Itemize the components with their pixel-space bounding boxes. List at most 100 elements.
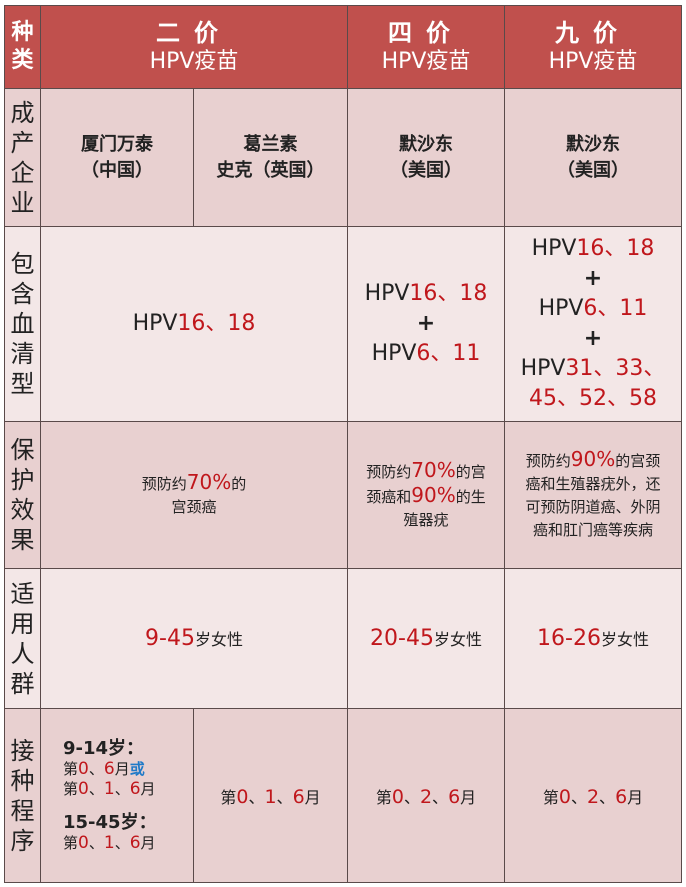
text-line: 预防约90%的宫颈	[509, 448, 677, 473]
text-segment: 、	[114, 833, 130, 852]
row-label: 成产企业	[10, 98, 35, 217]
text-segment: HPV	[364, 281, 410, 306]
highlight-text: 6	[615, 785, 628, 808]
text-segment: 月	[627, 787, 644, 807]
text-segment: 预防约	[525, 452, 571, 470]
row-label: 保护效果	[10, 436, 35, 554]
text-line: 癌和肛门癌等疾病	[509, 519, 677, 542]
text-segment: 殖器疣	[403, 510, 449, 529]
company-name: 厦门万泰	[81, 133, 153, 155]
highlight-text: 1	[103, 832, 115, 853]
serotype-label-cell: 包含血清型	[4, 226, 41, 422]
company-name: 默沙东	[399, 133, 453, 155]
text-segment: 、	[114, 779, 130, 798]
text-segment: +	[583, 266, 603, 291]
text-segment: HPV	[132, 311, 178, 336]
age-cell: 9-45岁女性	[40, 568, 348, 709]
text-segment: 、	[88, 833, 104, 852]
header-row-label: 种类	[4, 5, 41, 89]
highlight-text: 0	[78, 832, 89, 853]
effect-row: 保护效果 预防约70%的 宫颈癌 预防约70%的宫 颈癌和90%的生 殖器疣 预防约9…	[4, 421, 682, 569]
text-segment: 第	[63, 759, 79, 778]
row-label: 包含血清型	[10, 250, 35, 398]
text-line: 预防约70%的	[45, 471, 343, 496]
effect-cell: 预防约70%的 宫颈癌	[40, 421, 348, 569]
highlight-text: 16、18	[409, 281, 488, 306]
text-segment: 的宫	[455, 462, 486, 481]
text-segment: 预防约	[366, 462, 412, 481]
header-title: 九价	[555, 19, 631, 47]
text-segment: 癌和肛门癌等疾病	[532, 521, 653, 539]
company-country: （美国）	[557, 159, 629, 181]
text-line: 16-26岁女性	[505, 626, 681, 651]
text-line: +	[505, 324, 681, 354]
highlight-text: 0	[78, 778, 89, 799]
text-segment: 月	[460, 787, 477, 807]
text-segment: 第	[63, 833, 79, 852]
highlight-text: 31、33、	[565, 356, 666, 381]
text-line: HPV6、11	[348, 339, 504, 369]
header-bivalent: 二价 HPV疫苗	[40, 5, 348, 89]
text-line: HPV16、18	[41, 309, 347, 339]
text-segment: +	[416, 311, 436, 336]
age-cell: 16-26岁女性	[504, 568, 682, 709]
highlight-text: 6	[103, 758, 115, 779]
text-line: 预防约70%的宫	[352, 457, 500, 484]
highlight-text: 90%	[411, 482, 456, 507]
highlight-text: 16、18	[177, 311, 256, 336]
highlight-text: 6	[292, 785, 305, 808]
text-segment: 月	[140, 779, 156, 798]
highlight-text: 0	[558, 785, 571, 808]
row-label: 种类	[11, 20, 34, 73]
effect-cell: 预防约90%的宫颈 癌和生殖器疣外，还可预防阴道癌、外阴 癌和肛门癌等疾病	[504, 421, 682, 569]
text-segment: 第	[63, 779, 79, 798]
text-segment: 可预防阴道癌、外阴	[525, 498, 661, 516]
hpv-vaccine-comparison-table: 种类 二价 HPV疫苗 四价 HPV疫苗 九价 HPV疫苗 成产企业 厦门万泰 （…	[4, 5, 682, 883]
text-segment: 第	[375, 787, 392, 807]
text-segment: HPV	[371, 341, 417, 366]
age-cell: 20-45岁女性	[347, 568, 505, 709]
text-segment: 第	[220, 787, 237, 807]
text-line: HPV6、11	[505, 294, 681, 324]
row-label: 接种程序	[10, 736, 35, 855]
row-label: 适用人群	[10, 579, 35, 698]
header-subtitle: HPV疫苗	[381, 49, 471, 74]
header-title: 二价	[156, 19, 232, 47]
text-line: HPV16、18	[505, 234, 681, 264]
text-line: +	[348, 309, 504, 339]
text-segment: 的生	[455, 487, 486, 506]
schedule-cell: 第0、2、6月	[347, 708, 505, 883]
text-segment: 岁女性	[433, 630, 482, 649]
company-cell: 默沙东 （美国）	[347, 88, 505, 227]
highlight-text: 0	[236, 785, 249, 808]
highlight-text: 16-26	[537, 626, 601, 651]
text-line: 癌和生殖器疣外，还	[509, 473, 677, 496]
text-segment: 岁女性	[600, 630, 649, 649]
spacer	[63, 799, 193, 813]
text-line: 9-45岁女性	[41, 626, 347, 651]
company-country: 史克（英国）	[216, 159, 325, 181]
highlight-text: 0	[391, 785, 404, 808]
text-segment: 第	[542, 787, 559, 807]
highlight-text: 6	[448, 785, 461, 808]
text-segment: HPV	[538, 296, 584, 321]
text-segment: 岁女性	[194, 630, 243, 649]
highlight-text: 70%	[186, 470, 232, 494]
text-segment: 、	[248, 787, 265, 807]
highlight-text: 70%	[411, 457, 456, 482]
text-line: HPV16、18	[348, 279, 504, 309]
text-segment: 15-45岁：	[63, 811, 157, 833]
text-line: 第0、2、6月	[505, 784, 681, 808]
header-nonavalent: 九价 HPV疫苗	[504, 5, 682, 89]
header-quadrivalent: 四价 HPV疫苗	[347, 5, 505, 89]
text-segment: HPV	[531, 236, 577, 261]
highlight-text: 0	[78, 758, 89, 779]
text-segment: 预防约	[141, 475, 187, 493]
highlight-text: 90%	[570, 447, 616, 471]
text-line: 15-45岁：	[63, 811, 193, 833]
highlight-text: 16、18	[576, 236, 655, 261]
company-name: 默沙东	[566, 133, 620, 155]
text-segment: 、	[570, 787, 587, 807]
header-title: 四价	[388, 19, 464, 47]
company-country: （美国）	[390, 159, 462, 181]
